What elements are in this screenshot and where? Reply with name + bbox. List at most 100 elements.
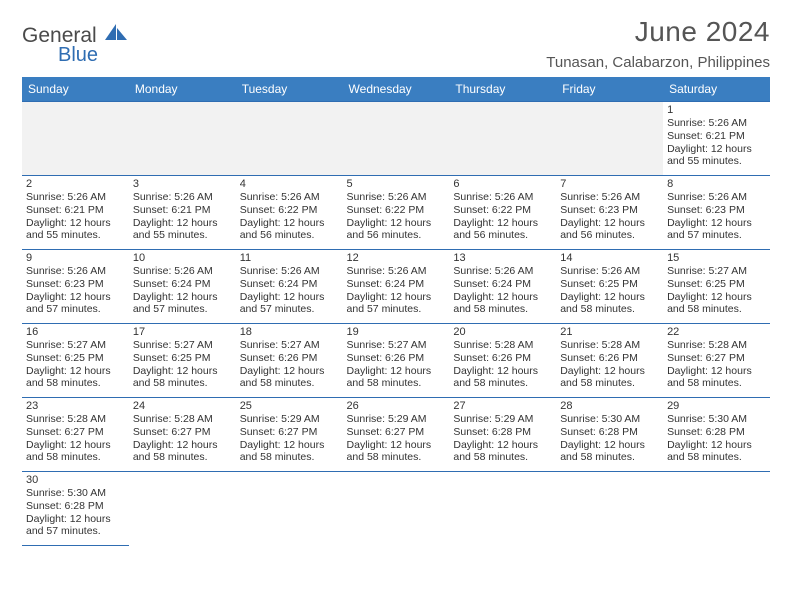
day-number: 29 — [667, 400, 766, 412]
sunrise-text: Sunrise: 5:26 AM — [347, 191, 446, 204]
day-number: 1 — [667, 104, 766, 116]
sunrise-text: Sunrise: 5:28 AM — [560, 339, 659, 352]
sunset-text: Sunset: 6:26 PM — [560, 352, 659, 365]
sunrise-text: Sunrise: 5:29 AM — [453, 413, 552, 426]
calendar-cell: 3Sunrise: 5:26 AMSunset: 6:21 PMDaylight… — [129, 176, 236, 250]
day-number: 2 — [26, 178, 125, 190]
daylight-text: Daylight: 12 hours and 58 minutes. — [26, 439, 125, 465]
calendar-cell-empty — [343, 472, 450, 546]
day-header: Tuesday — [236, 77, 343, 102]
daylight-text: Daylight: 12 hours and 58 minutes. — [347, 439, 446, 465]
calendar-cell: 6Sunrise: 5:26 AMSunset: 6:22 PMDaylight… — [449, 176, 556, 250]
title-block: June 2024 Tunasan, Calabarzon, Philippin… — [546, 16, 770, 71]
page-header: General Blue June 2024 Tunasan, Calabarz… — [22, 16, 770, 71]
sunrise-text: Sunrise: 5:26 AM — [560, 191, 659, 204]
day-number: 11 — [240, 252, 339, 264]
calendar-cell: 22Sunrise: 5:28 AMSunset: 6:27 PMDayligh… — [663, 324, 770, 398]
day-number: 28 — [560, 400, 659, 412]
calendar-cell: 13Sunrise: 5:26 AMSunset: 6:24 PMDayligh… — [449, 250, 556, 324]
calendar-cell: 14Sunrise: 5:26 AMSunset: 6:25 PMDayligh… — [556, 250, 663, 324]
day-number: 27 — [453, 400, 552, 412]
sunrise-text: Sunrise: 5:28 AM — [133, 413, 232, 426]
sunrise-text: Sunrise: 5:30 AM — [667, 413, 766, 426]
sunrise-text: Sunrise: 5:28 AM — [453, 339, 552, 352]
sunset-text: Sunset: 6:25 PM — [26, 352, 125, 365]
sunset-text: Sunset: 6:27 PM — [347, 426, 446, 439]
calendar-cell: 11Sunrise: 5:26 AMSunset: 6:24 PMDayligh… — [236, 250, 343, 324]
daylight-text: Daylight: 12 hours and 55 minutes. — [667, 143, 766, 169]
daylight-text: Daylight: 12 hours and 58 minutes. — [560, 439, 659, 465]
daylight-text: Daylight: 12 hours and 58 minutes. — [240, 365, 339, 391]
sunrise-text: Sunrise: 5:26 AM — [26, 191, 125, 204]
sunset-text: Sunset: 6:23 PM — [667, 204, 766, 217]
calendar-cell: 2Sunrise: 5:26 AMSunset: 6:21 PMDaylight… — [22, 176, 129, 250]
sunset-text: Sunset: 6:21 PM — [667, 130, 766, 143]
sunrise-text: Sunrise: 5:26 AM — [347, 265, 446, 278]
day-header: Monday — [129, 77, 236, 102]
sunrise-text: Sunrise: 5:26 AM — [240, 265, 339, 278]
sunset-text: Sunset: 6:24 PM — [133, 278, 232, 291]
sunrise-text: Sunrise: 5:26 AM — [667, 191, 766, 204]
month-title: June 2024 — [546, 16, 770, 48]
day-number: 5 — [347, 178, 446, 190]
daylight-text: Daylight: 12 hours and 58 minutes. — [667, 291, 766, 317]
daylight-text: Daylight: 12 hours and 58 minutes. — [133, 439, 232, 465]
daylight-text: Daylight: 12 hours and 58 minutes. — [133, 365, 232, 391]
calendar-cell: 9Sunrise: 5:26 AMSunset: 6:23 PMDaylight… — [22, 250, 129, 324]
sunset-text: Sunset: 6:27 PM — [26, 426, 125, 439]
day-header: Saturday — [663, 77, 770, 102]
calendar-cell: 16Sunrise: 5:27 AMSunset: 6:25 PMDayligh… — [22, 324, 129, 398]
calendar-cell-empty — [556, 102, 663, 176]
calendar-row: 2Sunrise: 5:26 AMSunset: 6:21 PMDaylight… — [22, 176, 770, 250]
calendar-row: 23Sunrise: 5:28 AMSunset: 6:27 PMDayligh… — [22, 398, 770, 472]
daylight-text: Daylight: 12 hours and 58 minutes. — [453, 291, 552, 317]
daylight-text: Daylight: 12 hours and 58 minutes. — [347, 365, 446, 391]
daylight-text: Daylight: 12 hours and 56 minutes. — [240, 217, 339, 243]
day-number: 7 — [560, 178, 659, 190]
location-subtitle: Tunasan, Calabarzon, Philippines — [546, 54, 770, 71]
daylight-text: Daylight: 12 hours and 57 minutes. — [667, 217, 766, 243]
calendar-cell: 5Sunrise: 5:26 AMSunset: 6:22 PMDaylight… — [343, 176, 450, 250]
sunrise-text: Sunrise: 5:27 AM — [347, 339, 446, 352]
sunrise-text: Sunrise: 5:30 AM — [26, 487, 125, 500]
sunrise-text: Sunrise: 5:26 AM — [453, 191, 552, 204]
sunset-text: Sunset: 6:27 PM — [667, 352, 766, 365]
daylight-text: Daylight: 12 hours and 58 minutes. — [240, 439, 339, 465]
daylight-text: Daylight: 12 hours and 58 minutes. — [667, 365, 766, 391]
brand-name-1: General — [22, 24, 97, 47]
daylight-text: Daylight: 12 hours and 57 minutes. — [26, 513, 125, 539]
day-number: 12 — [347, 252, 446, 264]
sunset-text: Sunset: 6:25 PM — [560, 278, 659, 291]
calendar-cell-empty — [449, 102, 556, 176]
sunset-text: Sunset: 6:22 PM — [240, 204, 339, 217]
daylight-text: Daylight: 12 hours and 58 minutes. — [453, 439, 552, 465]
calendar-cell: 8Sunrise: 5:26 AMSunset: 6:23 PMDaylight… — [663, 176, 770, 250]
calendar-row: 30Sunrise: 5:30 AMSunset: 6:28 PMDayligh… — [22, 472, 770, 546]
calendar-cell: 19Sunrise: 5:27 AMSunset: 6:26 PMDayligh… — [343, 324, 450, 398]
brand-name-2: Blue — [58, 45, 129, 65]
calendar-cell: 1Sunrise: 5:26 AMSunset: 6:21 PMDaylight… — [663, 102, 770, 176]
calendar-header-row: SundayMondayTuesdayWednesdayThursdayFrid… — [22, 77, 770, 102]
sunset-text: Sunset: 6:21 PM — [133, 204, 232, 217]
sunrise-text: Sunrise: 5:27 AM — [667, 265, 766, 278]
sunrise-text: Sunrise: 5:26 AM — [26, 265, 125, 278]
sunset-text: Sunset: 6:22 PM — [347, 204, 446, 217]
daylight-text: Daylight: 12 hours and 56 minutes. — [560, 217, 659, 243]
sunset-text: Sunset: 6:24 PM — [240, 278, 339, 291]
daylight-text: Daylight: 12 hours and 55 minutes. — [26, 217, 125, 243]
calendar-cell: 18Sunrise: 5:27 AMSunset: 6:26 PMDayligh… — [236, 324, 343, 398]
day-number: 17 — [133, 326, 232, 338]
sunrise-text: Sunrise: 5:26 AM — [560, 265, 659, 278]
sunrise-text: Sunrise: 5:26 AM — [133, 265, 232, 278]
sail-icon — [103, 22, 129, 47]
calendar-cell: 10Sunrise: 5:26 AMSunset: 6:24 PMDayligh… — [129, 250, 236, 324]
day-number: 4 — [240, 178, 339, 190]
daylight-text: Daylight: 12 hours and 57 minutes. — [26, 291, 125, 317]
sunset-text: Sunset: 6:28 PM — [453, 426, 552, 439]
calendar-cell: 7Sunrise: 5:26 AMSunset: 6:23 PMDaylight… — [556, 176, 663, 250]
day-header: Thursday — [449, 77, 556, 102]
sunrise-text: Sunrise: 5:27 AM — [26, 339, 125, 352]
day-number: 16 — [26, 326, 125, 338]
sunset-text: Sunset: 6:26 PM — [347, 352, 446, 365]
sunrise-text: Sunrise: 5:29 AM — [347, 413, 446, 426]
